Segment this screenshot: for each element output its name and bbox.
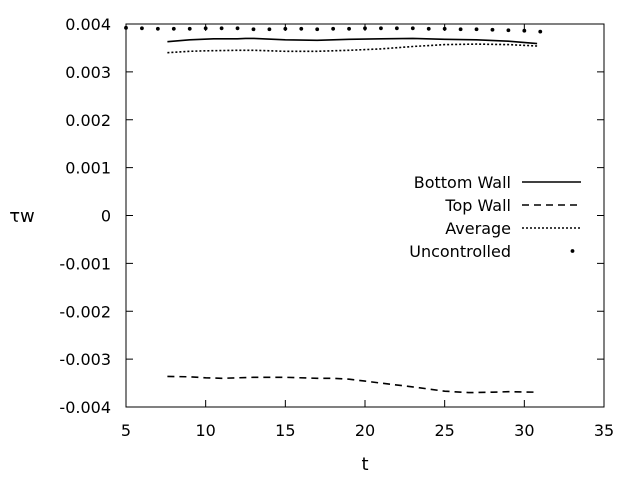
legend-label: Average: [445, 219, 511, 238]
data-point: [283, 26, 288, 31]
plot-frame: [125, 23, 605, 408]
y-tick-labels: -0.004 -0.003 -0.002 -0.001 0 0.001 0.002 0.003…: [59, 15, 111, 417]
y-tick-label: -0.003: [59, 350, 111, 369]
data-point: [522, 28, 527, 33]
data-point: [363, 26, 367, 31]
series-average: [167, 43, 538, 54]
y-tick-label: -0.001: [59, 254, 111, 273]
data-point: [538, 29, 543, 34]
data-point: [251, 27, 256, 32]
data-point: [347, 26, 351, 31]
x-tick-label: 30: [514, 421, 534, 440]
data-point: [140, 26, 144, 31]
data-point: [235, 26, 240, 31]
data-point: [124, 25, 128, 30]
data-point: [267, 27, 272, 32]
data-point: [394, 26, 399, 31]
data-point: [426, 26, 431, 31]
legend-marker: [570, 249, 575, 253]
y-tick-label: 0.004: [65, 15, 111, 34]
legend: Bottom Wall Top Wall Average Uncontrolled: [409, 173, 581, 261]
data-point: [442, 26, 447, 31]
y-tick-label: 0.001: [65, 159, 111, 178]
y-tick-label: 0: [101, 207, 111, 226]
x-tick-label: 35: [594, 421, 614, 440]
data-point: [203, 26, 208, 31]
y-tick-label: 0.003: [65, 63, 111, 82]
data-point: [187, 26, 192, 31]
legend-label: Uncontrolled: [409, 242, 511, 261]
y-tick-label: 0.002: [65, 111, 111, 130]
x-tick-label: 10: [195, 421, 215, 440]
series-layer: [124, 25, 543, 394]
x-tick-label: 20: [355, 421, 375, 440]
y-axis-label: τw: [9, 206, 35, 227]
data-point: [506, 28, 511, 33]
axis-ticks: [125, 23, 605, 408]
data-point: [410, 26, 415, 31]
data-point: [299, 26, 304, 31]
x-tick-label: 5: [121, 421, 131, 440]
y-tick-label: -0.004: [59, 398, 111, 417]
legend-label: Top Wall: [444, 196, 511, 215]
series-uncontrolled: [124, 25, 543, 34]
x-tick-labels: 5 10 15 20 25 30 35: [121, 421, 614, 440]
data-point: [331, 26, 336, 31]
data-point: [219, 26, 224, 31]
series-top-wall: [167, 375, 538, 394]
data-point: [490, 27, 495, 32]
x-tick-label: 25: [434, 421, 454, 440]
data-point: [379, 26, 383, 31]
data-point: [458, 27, 463, 32]
data-point: [474, 27, 479, 32]
series-bottom-wall: [167, 37, 538, 45]
data-point: [155, 26, 160, 31]
x-axis-label: t: [361, 454, 368, 475]
y-tick-label: -0.002: [59, 302, 111, 321]
data-point: [315, 27, 320, 32]
data-point: [171, 26, 176, 31]
x-tick-label: 15: [275, 421, 295, 440]
legend-label: Bottom Wall: [414, 173, 511, 192]
